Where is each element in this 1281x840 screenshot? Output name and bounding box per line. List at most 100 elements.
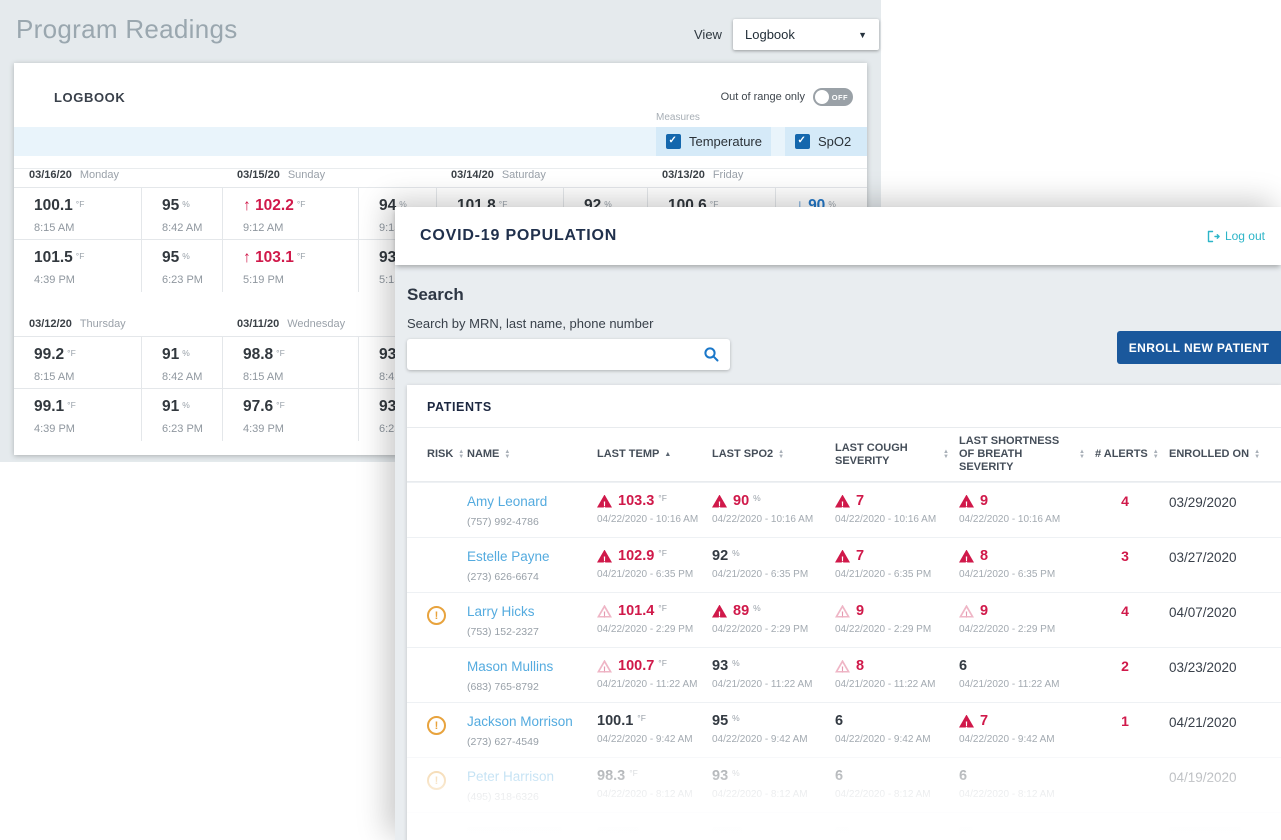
temp-value: 100.1: [597, 713, 634, 729]
alert-triangle-icon: [597, 494, 612, 508]
temp-unit: °F: [658, 493, 667, 503]
temp-value: 98.3: [597, 768, 626, 784]
temp-unit: °F: [658, 548, 667, 558]
table-row[interactable]: ! Larry Hicks (753) 152-2327 101.4°F 04/22…: [407, 592, 1281, 647]
spo2-value: 93: [712, 768, 729, 784]
logout-icon: [1207, 230, 1220, 242]
measure-temperature-checkbox[interactable]: Temperature: [656, 127, 771, 156]
reading-time: 5:19 PM: [243, 274, 284, 286]
spo2-unit: %: [732, 768, 740, 778]
reading-value: 99.2: [34, 346, 65, 363]
reading-time: 8:15 AM: [34, 222, 75, 234]
day-weekday: Monday: [79, 169, 119, 181]
day-group: 03/16/20 Monday 100.1 °F 8:15 AM 95% 8:42…: [14, 169, 222, 292]
enroll-new-patient-button[interactable]: ENROLL NEW PATIENT: [1117, 331, 1281, 364]
alert-triangle-icon: [597, 549, 612, 563]
sob-value: 9: [980, 603, 989, 619]
search-box: [407, 339, 730, 370]
sort-icon[interactable]: [1153, 450, 1159, 460]
column-header-alerts[interactable]: # ALERTS: [1095, 448, 1169, 461]
alert-triangle-icon: [835, 659, 850, 673]
patient-name-link[interactable]: Larry Hicks: [467, 604, 535, 619]
sort-icon[interactable]: [458, 450, 464, 460]
checkbox-checked-icon: [795, 134, 810, 149]
program-readings-window: Program Readings View Logbook ▼ LOGBOOK …: [0, 0, 881, 462]
reading-value: 97.6: [243, 398, 274, 415]
column-header-last-temp[interactable]: LAST TEMP: [597, 448, 712, 461]
alerts-count: 3: [1121, 548, 1129, 564]
patient-name-link[interactable]: Estelle Payne: [467, 549, 550, 564]
sob-datetime: 04/21/2020 - 6:35 PM: [959, 569, 1056, 580]
out-of-range-toggle[interactable]: OFF: [813, 88, 853, 106]
reading-value: 94: [379, 197, 397, 214]
enrolled-on-date: 04/19/2020: [1169, 770, 1237, 785]
reading-unit: °F: [709, 199, 719, 209]
column-header-name[interactable]: NAME: [467, 448, 597, 461]
view-dropdown[interactable]: Logbook ▼: [733, 19, 879, 50]
patient-phone: (683) 765-8792: [467, 681, 539, 693]
cough-datetime: 04/21/2020 - 11:22 AM: [835, 679, 936, 690]
cough-value: 8: [856, 658, 865, 674]
table-row[interactable]: ! Amy Leonard(757) 992-4786 103.3°F04/22…: [407, 482, 1281, 537]
alerts-count: 4: [1121, 603, 1129, 619]
temp-datetime: 04/21/2020 - 6:35 PM: [597, 569, 694, 580]
reading-cell: 91% 8:42 AM: [142, 337, 222, 389]
sort-icon[interactable]: [1254, 450, 1260, 460]
column-header-enrolled-on[interactable]: ENROLLED ON: [1169, 448, 1281, 461]
patient-name-link[interactable]: Jackson Morrison: [467, 714, 573, 729]
cough-datetime: 04/22/2020 - 10:16 AM: [835, 514, 937, 525]
logout-button[interactable]: Log out: [1207, 229, 1265, 243]
enrolled-on-date: 03/23/2020: [1169, 660, 1237, 675]
view-label: View: [694, 27, 722, 42]
column-header-last-spo2[interactable]: LAST SPO2: [712, 448, 835, 461]
table-row[interactable]: ! Jackson Morrison (273) 627-4549 100.1 °F…: [407, 702, 1281, 757]
search-input[interactable]: [407, 339, 703, 370]
spo2-value: 89: [733, 603, 750, 619]
column-header-last-shortness-of-breath-severity[interactable]: LAST SHORTNESS OF BREATH SEVERITY: [959, 435, 1095, 474]
reading-unit: °F: [276, 400, 285, 410]
temp-value: 100.7: [618, 658, 655, 674]
sort-icon[interactable]: [664, 452, 671, 457]
out-of-range-filter: Out of range only OFF: [721, 88, 853, 106]
sob-value: 9: [980, 493, 989, 509]
column-header-risk[interactable]: RISK: [427, 448, 467, 461]
day-date: 03/14/20: [451, 169, 494, 181]
reading-unit: %: [828, 199, 836, 209]
sort-icon[interactable]: [504, 450, 510, 460]
patient-name-link[interactable]: Amy Leonard: [467, 494, 548, 509]
sort-icon[interactable]: [1079, 450, 1085, 460]
reading-cell: 98.8 °F 8:15 AM: [223, 337, 359, 389]
measures-label: Measures: [656, 112, 700, 123]
toggle-state-label: OFF: [831, 93, 848, 102]
temp-unit: °F: [637, 713, 646, 723]
patient-phone: (495) 318-6326: [467, 791, 539, 803]
sort-icon[interactable]: [943, 450, 949, 460]
measure-spo2-checkbox[interactable]: SpO2: [785, 127, 867, 156]
table-row[interactable]: ! Peter Harrison (495) 318-6326 98.3 °F 04/…: [407, 757, 1281, 812]
sob-datetime: 04/22/2020 - 8:12 AM: [959, 789, 1055, 800]
reading-unit: °F: [498, 199, 508, 209]
day-date: 03/12/20: [29, 318, 72, 330]
reading-unit: %: [182, 400, 190, 410]
reading-value: 95: [162, 249, 180, 266]
spo2-datetime: 04/21/2020 - 6:35 PM: [712, 569, 809, 580]
reading-time: 6:23 PM: [162, 423, 203, 435]
reading-cell: 99.2 °F 8:15 AM: [14, 337, 142, 389]
patient-name-link[interactable]: Peter Harrison: [467, 769, 555, 784]
day-group: 03/15/20 Sunday 102.2°F 9:12 AM 94% 9:15…: [222, 169, 437, 292]
search-hint: Search by MRN, last name, phone number: [407, 316, 654, 331]
table-row[interactable]: ! Mason Mullins(683) 765-8792 100.7°F04/…: [407, 647, 1281, 702]
alert-triangle-icon: [597, 659, 612, 673]
search-icon[interactable]: [703, 346, 720, 363]
alerts-count: 2: [1121, 658, 1129, 674]
alert-triangle-icon: [712, 604, 727, 618]
alert-triangle-icon: [835, 604, 850, 618]
enrolled-on-date: 04/07/2020: [1169, 605, 1237, 620]
patient-name-link[interactable]: Mason Mullins: [467, 659, 554, 674]
reading-value: 102.2: [243, 197, 294, 214]
cough-datetime: 04/22/2020 - 8:12 AM: [835, 789, 931, 800]
table-row[interactable]: ! Estelle Payne(273) 626-6674 102.9°F04/…: [407, 537, 1281, 592]
sort-icon[interactable]: [778, 450, 784, 460]
column-header-last-cough-severity[interactable]: LAST COUGH SEVERITY: [835, 442, 959, 468]
alert-triangle-icon: [835, 549, 850, 563]
